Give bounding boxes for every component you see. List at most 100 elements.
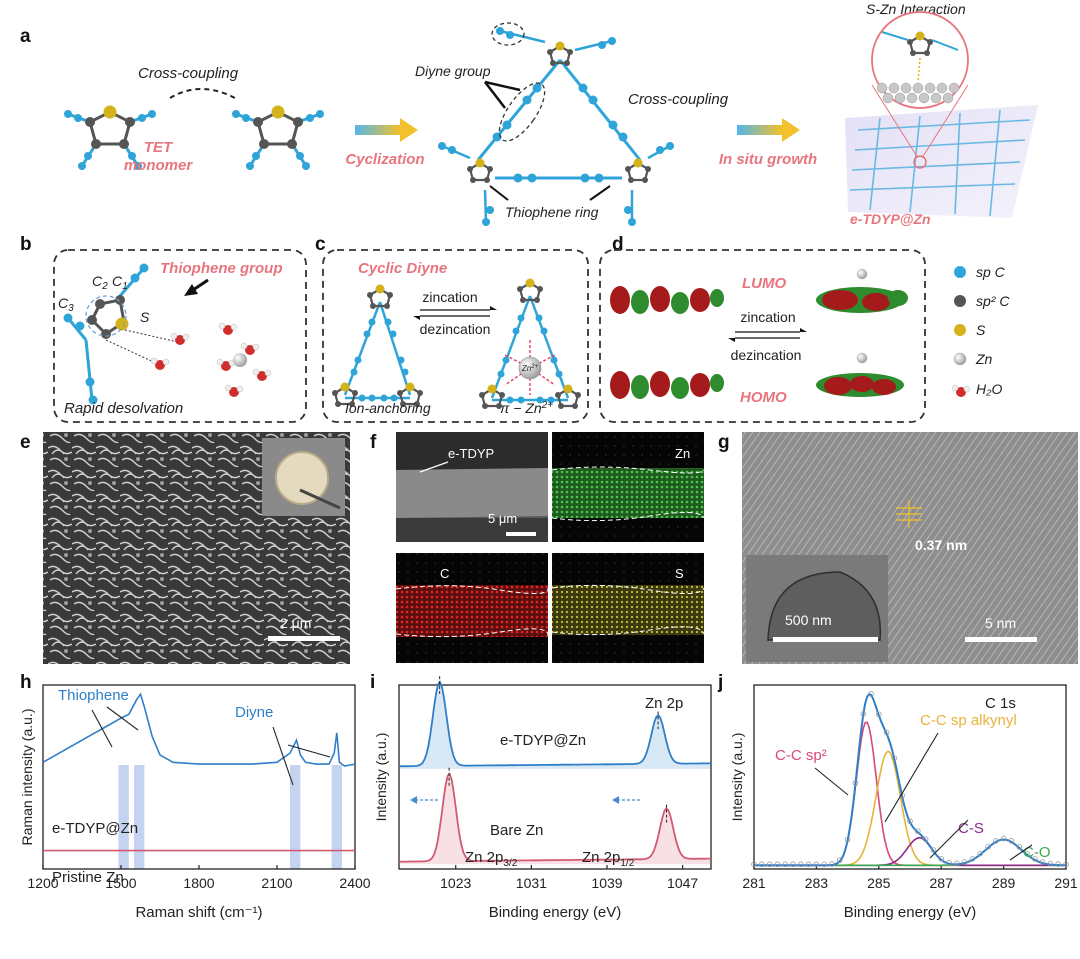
in-situ-growth-label: In situ growth	[719, 151, 817, 168]
cross-coupling-label-1: Cross-coupling	[138, 65, 239, 82]
j-data-point	[922, 836, 929, 842]
product-label: e-TDYP@Zn	[850, 211, 931, 227]
j-xlabel: Binding energy (eV)	[844, 904, 977, 921]
j-data-point	[1039, 859, 1046, 865]
j-tick-label-1: 283	[805, 875, 829, 891]
i-series-fill-0	[399, 682, 711, 769]
homo-orbital-left	[610, 371, 724, 399]
j-data-point	[1047, 860, 1054, 867]
c2-sub: 2	[101, 281, 108, 292]
j-data-point	[977, 850, 983, 857]
h-series-label-etdyp: e-TDYP@Zn	[52, 820, 138, 837]
atom-legend: sp C sp² C S Zn H₂O	[951, 264, 1010, 398]
diyne-group-label: Diyne group	[415, 63, 491, 79]
scale-bar-g	[965, 637, 1037, 642]
j-data-point	[844, 836, 851, 843]
legend-sp2-c-icon	[954, 295, 966, 307]
zn-ion-sup: 2+	[530, 364, 538, 370]
j-data-point	[836, 857, 843, 864]
pi-zn-label: π − Zn2+	[500, 400, 553, 416]
cyclization-arrow-body	[355, 125, 400, 135]
h-band-0	[118, 765, 129, 869]
c3-label-text: C	[58, 295, 69, 311]
zn-ion-label: Zn2+	[521, 364, 539, 373]
panel-c: Cyclic Diyne zincation dezincation	[322, 249, 589, 423]
j-ylabel: Intensity (a.u.)	[729, 733, 745, 822]
i-xlabel: Binding energy (eV)	[489, 904, 622, 921]
c3-sub: 3	[68, 303, 74, 314]
panel-f: e-TDYP 5 μm Zn C S	[395, 432, 705, 663]
scale-label-e: 2 μm	[280, 615, 311, 631]
macrocycle	[438, 22, 674, 226]
panel-letter-f: f	[370, 432, 377, 453]
h-xlabel: Raman shift (cm⁻¹)	[135, 904, 262, 921]
electrode-disk	[275, 451, 329, 505]
scale-bar-f	[506, 532, 536, 536]
j-data-point	[813, 861, 820, 868]
panel-e: 2 μm	[43, 432, 350, 664]
j-label-cs: C-S	[958, 820, 984, 837]
i-peak-label-1: Zn 2p3/2	[465, 849, 518, 869]
j-data-point	[1055, 861, 1061, 867]
h-series-line-0	[42, 692, 356, 767]
panel-letter-a: a	[20, 26, 31, 47]
h-band-2	[290, 765, 301, 869]
h-annotation-thiophene: Thiophene	[58, 687, 129, 704]
legend-water-icon	[951, 384, 971, 398]
j-label-ccsp2: C-C sp²	[775, 747, 827, 764]
cross-coupling-arrow	[169, 88, 236, 99]
c1-label-text: C	[112, 273, 123, 289]
i-label-bare: Bare Zn	[490, 822, 543, 839]
lumo-label: LUMO	[742, 275, 786, 292]
scale-label-g: 5 nm	[985, 615, 1016, 631]
scale-label-f: 5 μm	[488, 511, 517, 526]
in-situ-arrow-head	[782, 118, 800, 142]
i-tick-label-2: 1039	[591, 875, 622, 891]
legend-sp-c-icon	[954, 266, 966, 278]
zn-sheet	[845, 105, 1038, 218]
panel-letter-h: h	[20, 672, 32, 693]
j-tick-label-0: 281	[742, 875, 766, 891]
j-data-point	[805, 861, 812, 868]
rapid-desolvation-label: Rapid desolvation	[64, 400, 183, 417]
h-tick-label-0: 1200	[27, 875, 58, 891]
i-tick-label-1: 1031	[516, 875, 547, 891]
lumo-orbital-right	[816, 268, 908, 313]
legend-zn: Zn	[975, 351, 993, 367]
j-data-point	[1024, 850, 1030, 857]
h-axes-frame	[42, 684, 356, 870]
tet-monomer-line1: TET	[144, 139, 174, 156]
panel-d: LUMO HOMO zincation dezincation	[599, 249, 926, 423]
cyclic-diyne-left	[330, 283, 425, 409]
j-data-point	[860, 711, 866, 717]
i-series-line-1	[399, 772, 711, 863]
j-data-point	[1000, 835, 1007, 842]
panel-b: Thiophene group C2 C1 C3 S Rapid desolva…	[53, 249, 307, 423]
i-peak-1-text: Zn 2p	[465, 849, 503, 866]
i-tick-label-0: 1023	[440, 875, 471, 891]
zoom-content	[876, 30, 960, 104]
thiophene-arrow-2	[589, 185, 611, 201]
legend-s-icon	[954, 324, 966, 336]
h-tick-label-2: 1800	[183, 875, 214, 891]
lattice-marker	[896, 500, 922, 528]
pi-zn-text: π − Zn	[500, 400, 542, 416]
i-label-zn2p: Zn 2p	[645, 695, 683, 712]
panel-g: 0.37 nm 500 nm 5 nm	[742, 432, 1078, 664]
legend-sp2-c: sp² C	[976, 293, 1010, 309]
j-data-point	[961, 859, 968, 865]
diyne-arrow-1	[484, 81, 506, 109]
chart-j: 281 283 285 287 289 291 Binding energy (eV) I…	[729, 684, 1078, 921]
thiophene-arrow-1	[489, 185, 509, 201]
panel-letter-c: c	[315, 234, 326, 255]
j-data-point	[969, 856, 976, 862]
j-tick-label-4: 289	[992, 875, 1016, 891]
h-band-3	[331, 765, 342, 869]
j-data-point	[829, 861, 835, 867]
thiophene-ring-label: Thiophene ring	[505, 204, 599, 220]
j-data-point	[938, 855, 944, 862]
f-tile-label-c: C	[440, 566, 449, 581]
zincation-label-d: zincation	[740, 309, 795, 325]
j-data-point	[953, 860, 960, 867]
